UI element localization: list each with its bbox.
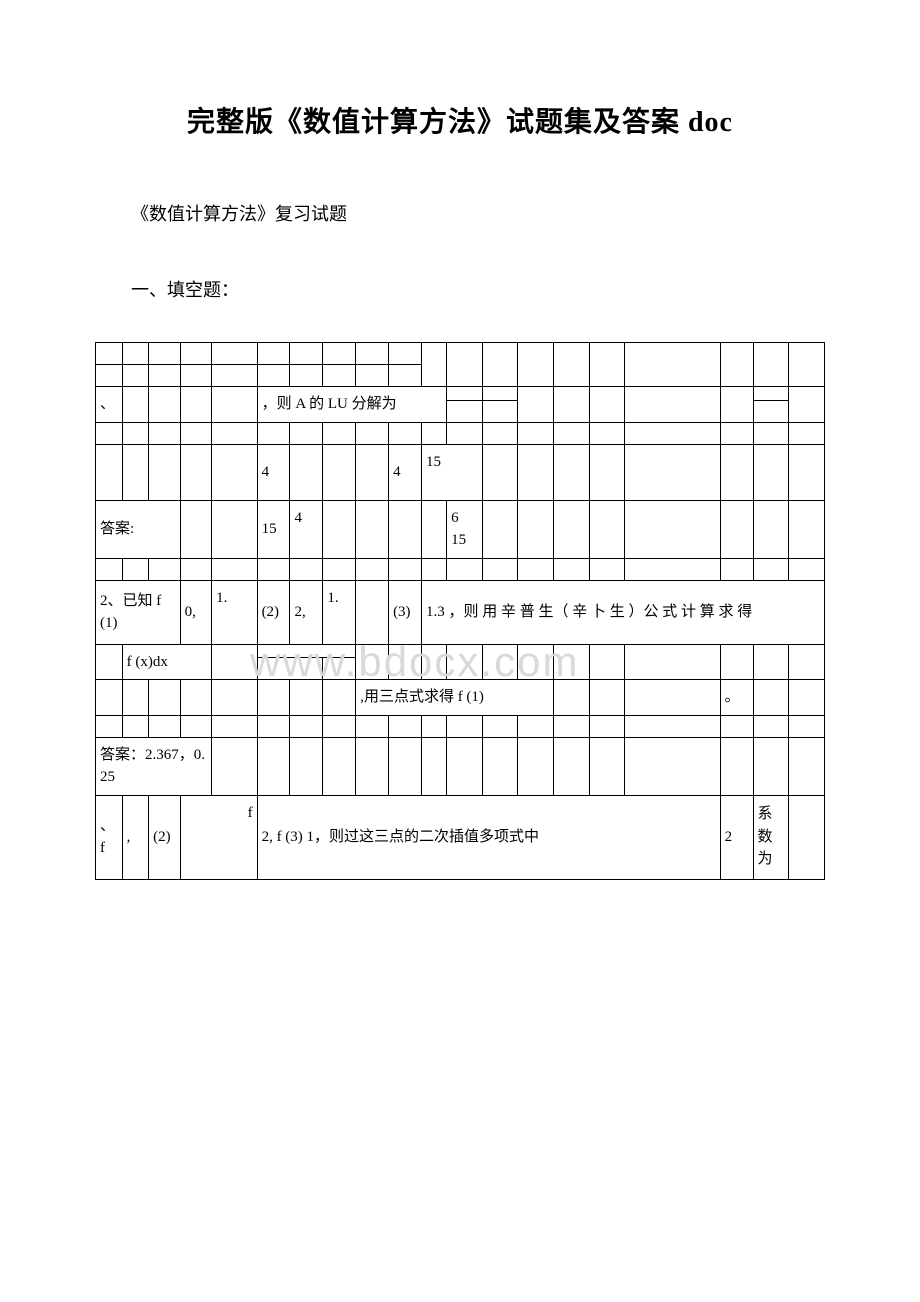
q2-v4: 1.: [323, 580, 356, 644]
cell-4b: 4: [389, 444, 422, 500]
q3-d: f: [180, 795, 257, 879]
q2-v2: 1.: [212, 580, 257, 644]
cell-4a: 4: [257, 444, 290, 500]
q2-paren: (2): [257, 580, 290, 644]
answer-2: 答案：2.367，0.25: [96, 737, 212, 795]
cell-lu-text: ，则 A 的 LU 分解为: [257, 387, 447, 423]
cell-15b: 15: [257, 500, 290, 558]
q2-v5: (3): [389, 580, 422, 644]
q2-right: 1.3 ，则 用 辛 普 生（ 辛 卜 生 ）公 式 计 算 求 得: [421, 580, 824, 644]
q3-c: (2): [149, 795, 180, 879]
q2-v1: 0,: [180, 580, 211, 644]
q2-left: 2、已知 f (1): [96, 580, 181, 644]
cell-4c: 4: [290, 500, 323, 558]
section-heading: 一、填空题：: [95, 276, 825, 302]
q3-a: 、f: [96, 795, 123, 879]
q2-v3: 2,: [290, 580, 323, 644]
period-cell: 。: [720, 680, 753, 716]
cell-q1-left: 、: [96, 387, 123, 423]
three-pt-cell: ,用三点式求得 f (1): [356, 680, 554, 716]
cell-15a: 15: [421, 444, 482, 500]
cell-6-15: 6 15: [447, 500, 483, 558]
document-title: 完整版《数值计算方法》试题集及答案 doc: [95, 100, 825, 140]
fx-cell: f (x)dx: [122, 644, 212, 680]
document-subtitle: 《数值计算方法》复习试题: [95, 200, 825, 226]
q3-f: 2: [720, 795, 753, 879]
content-table: 、 ，则 A 的 LU 分解为 4 4 15 答案: 15 4 6 15 2、已: [95, 342, 825, 880]
q3-g: 系数为: [753, 795, 789, 879]
answer-label-1: 答案:: [96, 500, 181, 558]
q3-e: 2, f (3) 1，则过这三点的二次插值多项式中: [257, 795, 720, 879]
q3-b: ,: [122, 795, 149, 879]
